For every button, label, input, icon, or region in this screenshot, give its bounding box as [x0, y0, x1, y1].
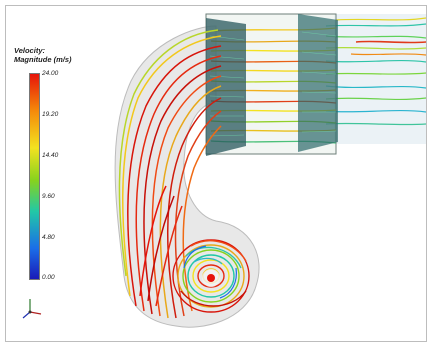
legend-tick: 24.00 [42, 70, 59, 77]
streamline-visualization[interactable] [6, 6, 426, 341]
coordinate-triad-icon [22, 299, 42, 319]
legend-tick: 0.00 [42, 274, 55, 281]
casing-streamlines [118, 29, 222, 319]
legend-tick: 19.20 [42, 111, 59, 118]
legend-title: Velocity: Magnitude (m/s) [14, 46, 72, 64]
plate-left [206, 18, 246, 156]
swirl-accents [183, 245, 237, 299]
legend-title-line2: Magnitude (m/s) [14, 55, 72, 64]
legend-title-line1: Velocity: [14, 46, 45, 55]
legend-tick: 14.40 [42, 152, 59, 159]
legend-tick: 4.80 [42, 234, 55, 241]
impeller-swirl [172, 239, 250, 313]
viewport-frame: Velocity: Magnitude (m/s) 24.00 19.20 14… [5, 5, 427, 342]
velocity-colorbar [29, 73, 40, 280]
outlet-duct-back [334, 14, 426, 144]
plate-right [298, 14, 338, 152]
legend-tick: 9.60 [42, 193, 55, 200]
plate-panels [206, 14, 338, 156]
